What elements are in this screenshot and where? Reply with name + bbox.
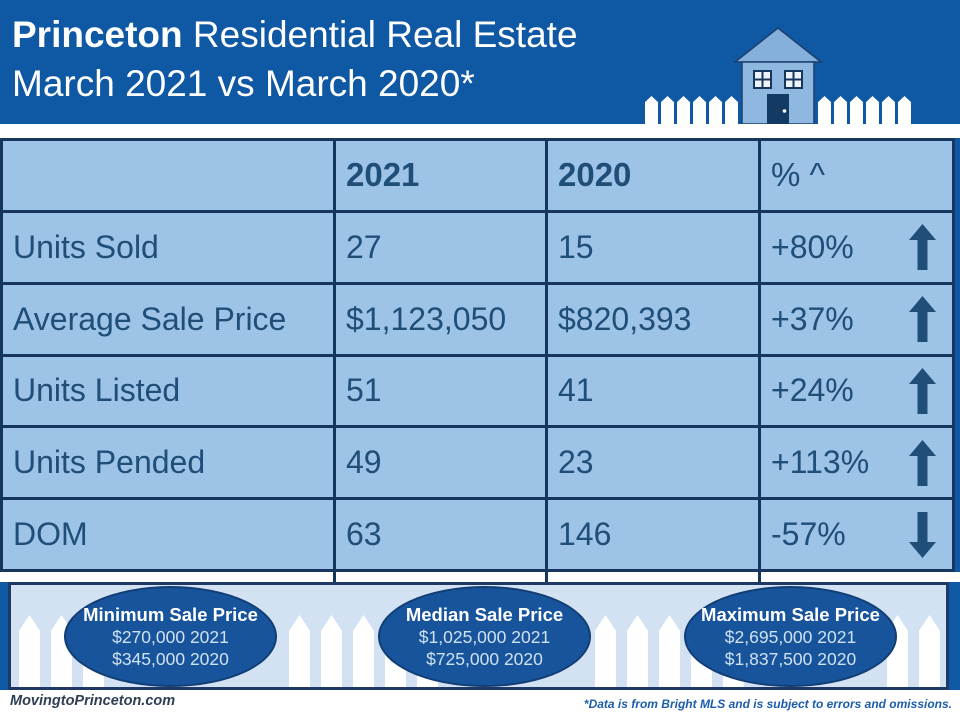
pct-cell: +37%	[761, 284, 952, 354]
fence-picket-icon	[898, 96, 911, 124]
website-link[interactable]: MovingtoPrinceton.com	[10, 693, 176, 709]
value-2021: 51	[336, 356, 545, 426]
row-label: DOM	[3, 500, 333, 569]
bubble-title: Maximum Sale Price	[701, 604, 880, 625]
up-arrow-icon	[909, 439, 936, 486]
footer-bar: MovingtoPrinceton.com *Data is from Brig…	[0, 690, 960, 720]
max-sale-price-bubble: Maximum Sale Price $2,695,000 2021 $1,83…	[684, 586, 897, 687]
value-2020: 15	[548, 212, 758, 282]
metrics-table: 2021 2020 % ^ Units Sold 27 15 +80% Aver…	[0, 138, 955, 572]
row-label: Units Pended	[3, 428, 333, 498]
value-2020: 41	[548, 356, 758, 426]
fence-picket-icon	[595, 615, 616, 687]
bubble-title: Minimum Sale Price	[83, 604, 258, 625]
pct-cell: +80%	[761, 212, 952, 282]
pct-cell: +113%	[761, 428, 952, 498]
bubble-2020-value: $345,000 2020	[112, 649, 229, 669]
title-brand: Princeton	[12, 14, 183, 55]
page-title: Princeton Residential Real Estate March …	[12, 10, 578, 108]
col-header-metric	[3, 141, 333, 210]
table-panel-gap	[0, 572, 960, 582]
col-header-2021: 2021	[336, 141, 545, 210]
fence-picket-icon	[834, 96, 847, 124]
fence-picket-icon	[659, 615, 680, 687]
pct-cell: +24%	[761, 356, 952, 426]
pct-value: +24%	[771, 372, 854, 409]
up-arrow-icon	[909, 367, 936, 414]
bubble-2020-value: $1,837,500 2020	[724, 649, 857, 669]
row-label: Units Sold	[3, 212, 333, 282]
house-icon	[733, 27, 823, 124]
table-border-stub	[333, 572, 336, 582]
fence-picket-icon	[709, 96, 722, 124]
pct-value: +37%	[771, 300, 854, 337]
fence-picket-icon	[627, 615, 648, 687]
value-2020: $820,393	[548, 284, 758, 354]
fence-picket-icon	[693, 96, 706, 124]
fence-picket-icon	[289, 615, 310, 687]
row-label: Average Sale Price	[3, 284, 333, 354]
fence-picket-icon	[19, 615, 40, 687]
pct-value: -57%	[771, 516, 846, 553]
fence-picket-icon	[661, 96, 674, 124]
table-border-stub	[545, 572, 548, 582]
col-header-pct: % ^	[761, 141, 952, 210]
value-2021: $1,123,050	[336, 284, 545, 354]
title-rest: Residential Real Estate	[182, 14, 578, 55]
pct-value: +80%	[771, 228, 854, 265]
table-border-stub	[758, 572, 761, 582]
summary-panel: Minimum Sale Price $270,000 2021 $345,00…	[8, 582, 949, 690]
bubble-2021-value: $270,000 2021	[112, 627, 229, 647]
fence-picket-icon	[882, 96, 895, 124]
value-2020: 23	[548, 428, 758, 498]
value-2021: 63	[336, 500, 545, 569]
value-2021: 49	[336, 428, 545, 498]
fence-picket-icon	[725, 96, 738, 124]
up-arrow-icon	[909, 224, 936, 271]
bubble-2021-value: $2,695,000 2021	[724, 627, 857, 647]
bubble-2020-value: $725,000 2020	[426, 649, 543, 669]
fence-picket-icon	[818, 96, 831, 124]
fence-picket-icon	[919, 615, 940, 687]
title-subtitle: March 2021 vs March 2020*	[12, 63, 475, 104]
pct-cell: -57%	[761, 500, 952, 569]
up-arrow-icon	[909, 296, 936, 343]
value-2021: 27	[336, 212, 545, 282]
fence-picket-icon	[677, 96, 690, 124]
down-arrow-icon	[909, 511, 936, 558]
row-label: Units Listed	[3, 356, 333, 426]
fence-picket-icon	[321, 615, 342, 687]
bubble-2021-value: $1,025,000 2021	[418, 627, 551, 647]
fence-picket-icon	[353, 615, 374, 687]
data-disclaimer: *Data is from Bright MLS and is subject …	[583, 697, 952, 711]
value-2020: 146	[548, 500, 758, 569]
header-banner: Princeton Residential Real Estate March …	[0, 0, 960, 124]
pct-value: +113%	[771, 444, 870, 481]
col-header-2020: 2020	[548, 141, 758, 210]
fence-picket-icon	[850, 96, 863, 124]
header-divider	[0, 124, 960, 138]
bubble-title: Median Sale Price	[405, 604, 564, 625]
fence-picket-icon	[866, 96, 879, 124]
fence-picket-icon	[645, 96, 658, 124]
min-sale-price-bubble: Minimum Sale Price $270,000 2021 $345,00…	[64, 586, 277, 687]
median-sale-price-bubble: Median Sale Price $1,025,000 2021 $725,0…	[378, 586, 591, 687]
